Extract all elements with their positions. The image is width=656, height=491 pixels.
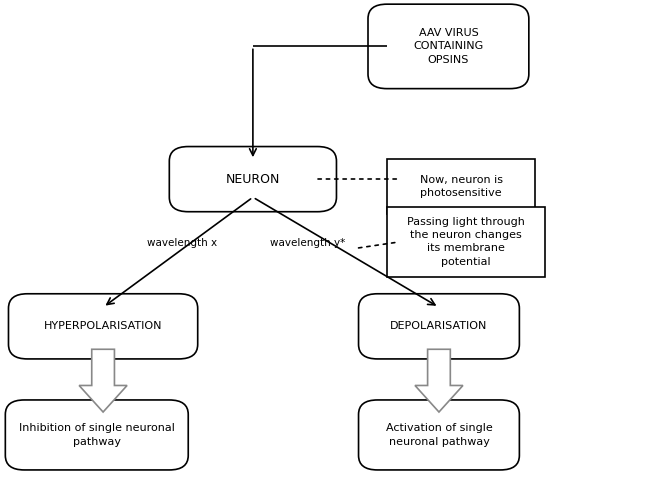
Text: wavelength x: wavelength x xyxy=(147,238,217,248)
Text: HYPERPOLARISATION: HYPERPOLARISATION xyxy=(44,321,162,331)
Text: NEURON: NEURON xyxy=(226,173,280,186)
FancyBboxPatch shape xyxy=(9,294,197,359)
Text: DEPOLARISATION: DEPOLARISATION xyxy=(390,321,487,331)
Text: Activation of single
neuronal pathway: Activation of single neuronal pathway xyxy=(386,423,493,446)
FancyBboxPatch shape xyxy=(5,400,188,470)
Text: AAV VIRUS
CONTAINING
OPSINS: AAV VIRUS CONTAINING OPSINS xyxy=(413,28,483,65)
Text: wavelength y*: wavelength y* xyxy=(270,238,346,248)
FancyBboxPatch shape xyxy=(387,159,535,214)
Text: Passing light through
the neuron changes
its membrane
potential: Passing light through the neuron changes… xyxy=(407,217,525,267)
FancyBboxPatch shape xyxy=(387,207,544,277)
Polygon shape xyxy=(79,349,127,412)
FancyBboxPatch shape xyxy=(359,400,520,470)
FancyBboxPatch shape xyxy=(368,4,529,89)
Text: Inhibition of single neuronal
pathway: Inhibition of single neuronal pathway xyxy=(19,423,174,446)
Polygon shape xyxy=(415,349,463,412)
FancyBboxPatch shape xyxy=(359,294,520,359)
Text: Now, neuron is
photosensitive: Now, neuron is photosensitive xyxy=(420,175,502,198)
FancyBboxPatch shape xyxy=(169,146,337,212)
